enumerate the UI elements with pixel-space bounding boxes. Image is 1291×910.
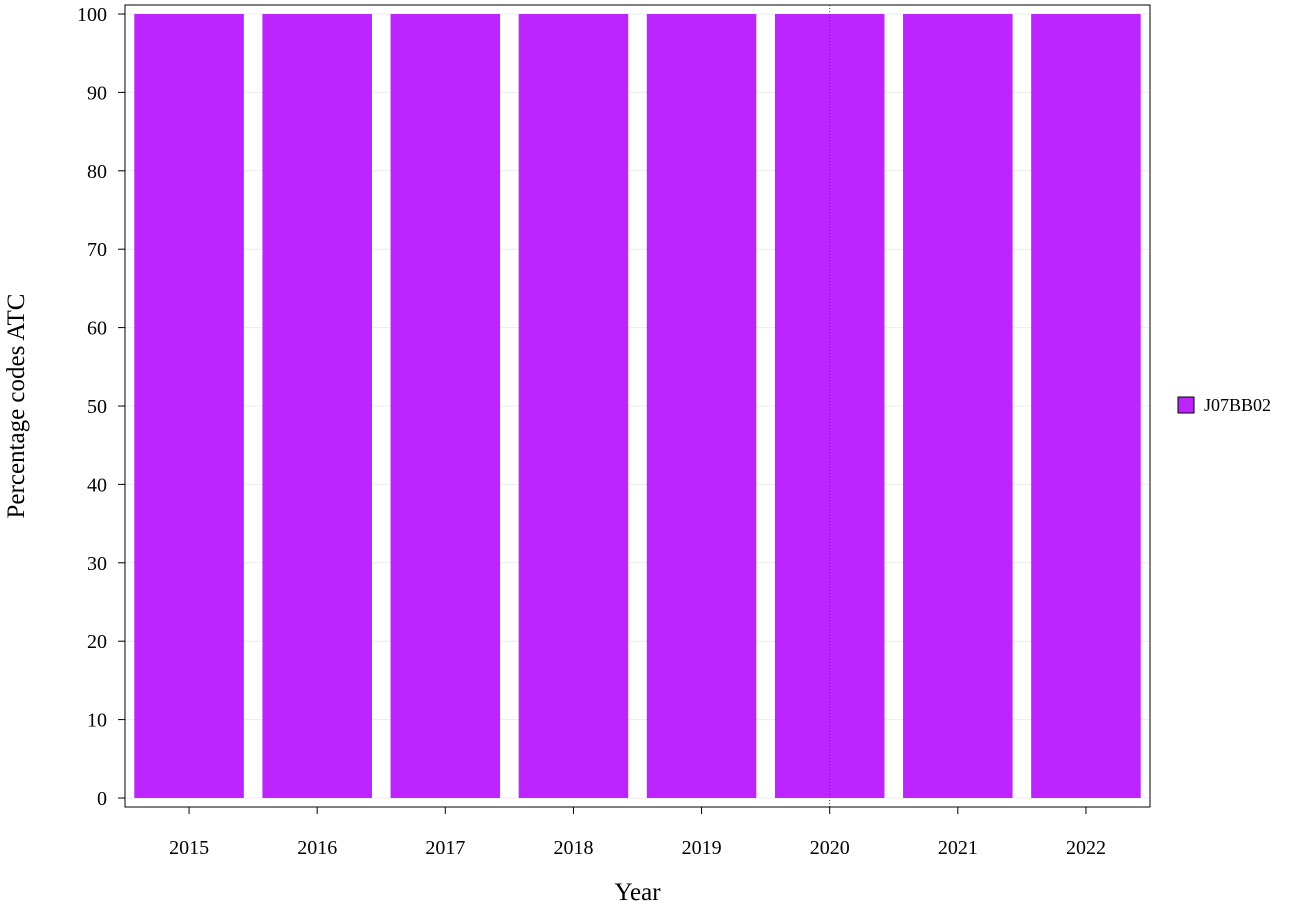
legend-label: J07BB02 — [1204, 395, 1271, 415]
legend-swatch — [1177, 396, 1195, 414]
legend: J07BB02 — [1177, 395, 1271, 415]
y-tick-label: 30 — [87, 553, 107, 575]
x-tick-label: 2015 — [169, 837, 209, 859]
y-axis: 0 10 20 30 40 50 60 70 80 90 100 — [77, 4, 125, 810]
bar — [1031, 14, 1141, 798]
y-tick-label: 0 — [97, 788, 107, 810]
y-tick-label: 80 — [87, 161, 107, 183]
y-tick-label: 100 — [77, 4, 107, 26]
x-tick-label: 2022 — [1066, 837, 1106, 859]
x-tick-label: 2018 — [553, 837, 593, 859]
x-tick-label: 2020 — [810, 837, 850, 859]
bar — [390, 14, 501, 798]
x-axis-title: Year — [614, 879, 661, 906]
x-tick-label: 2016 — [297, 837, 337, 859]
y-tick-label: 20 — [87, 631, 107, 653]
bar — [903, 14, 1013, 798]
x-tick-label: 2021 — [938, 837, 978, 859]
x-axis: 2015 2016 2017 2018 2019 2020 2021 2022 — [169, 807, 1106, 859]
bar — [774, 14, 885, 798]
x-tick-label: 2019 — [682, 837, 722, 859]
y-tick-label: 50 — [87, 396, 107, 418]
bar — [134, 14, 244, 798]
y-axis-title: Percentage codes ATC — [3, 294, 30, 519]
x-tick-label: 2017 — [425, 837, 465, 859]
bar — [646, 14, 757, 798]
y-tick-label: 60 — [87, 318, 107, 340]
bar — [518, 14, 629, 798]
y-tick-label: 10 — [87, 710, 107, 732]
y-tick-label: 70 — [87, 239, 107, 261]
bar — [262, 14, 372, 798]
y-tick-label: 90 — [87, 82, 107, 104]
y-tick-label: 40 — [87, 474, 107, 496]
bars — [134, 14, 1141, 798]
